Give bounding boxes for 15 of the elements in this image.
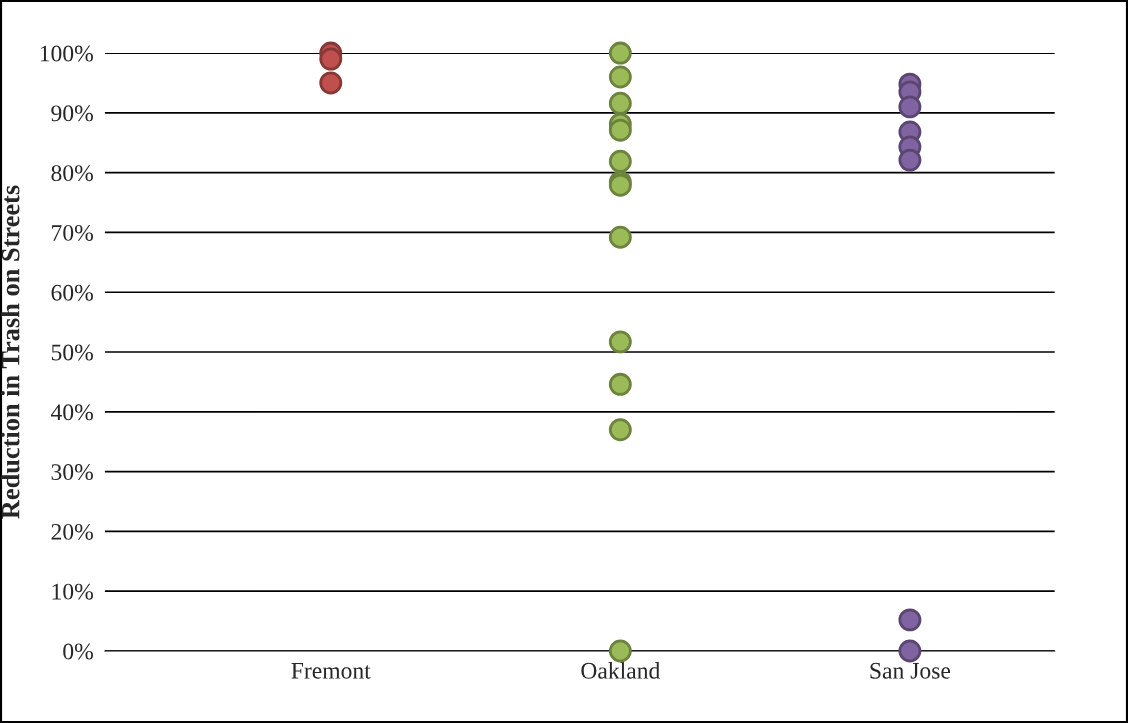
y-tick-label: 0% bbox=[63, 643, 93, 660]
y-tick-label: 90% bbox=[51, 105, 93, 122]
y-tick-label: 10% bbox=[52, 583, 93, 600]
y-tick-label: 30% bbox=[51, 464, 93, 481]
y-tick-label: 40% bbox=[50, 404, 93, 421]
y-tick-label: 50% bbox=[51, 344, 93, 361]
y-axis-title: Reduction in Trash on Streets bbox=[0, 185, 20, 519]
y-tick-label: 60% bbox=[51, 284, 93, 301]
x-tick-label: Fremont bbox=[291, 663, 371, 679]
y-tick-label: 20% bbox=[51, 523, 93, 540]
x-tick-label: Oakland bbox=[581, 662, 661, 679]
y-tick-label: 100% bbox=[40, 45, 93, 62]
y-tick-label: 70% bbox=[52, 224, 93, 241]
y-tick-label: 80% bbox=[51, 165, 93, 182]
x-tick-label: San Jose bbox=[870, 662, 951, 679]
